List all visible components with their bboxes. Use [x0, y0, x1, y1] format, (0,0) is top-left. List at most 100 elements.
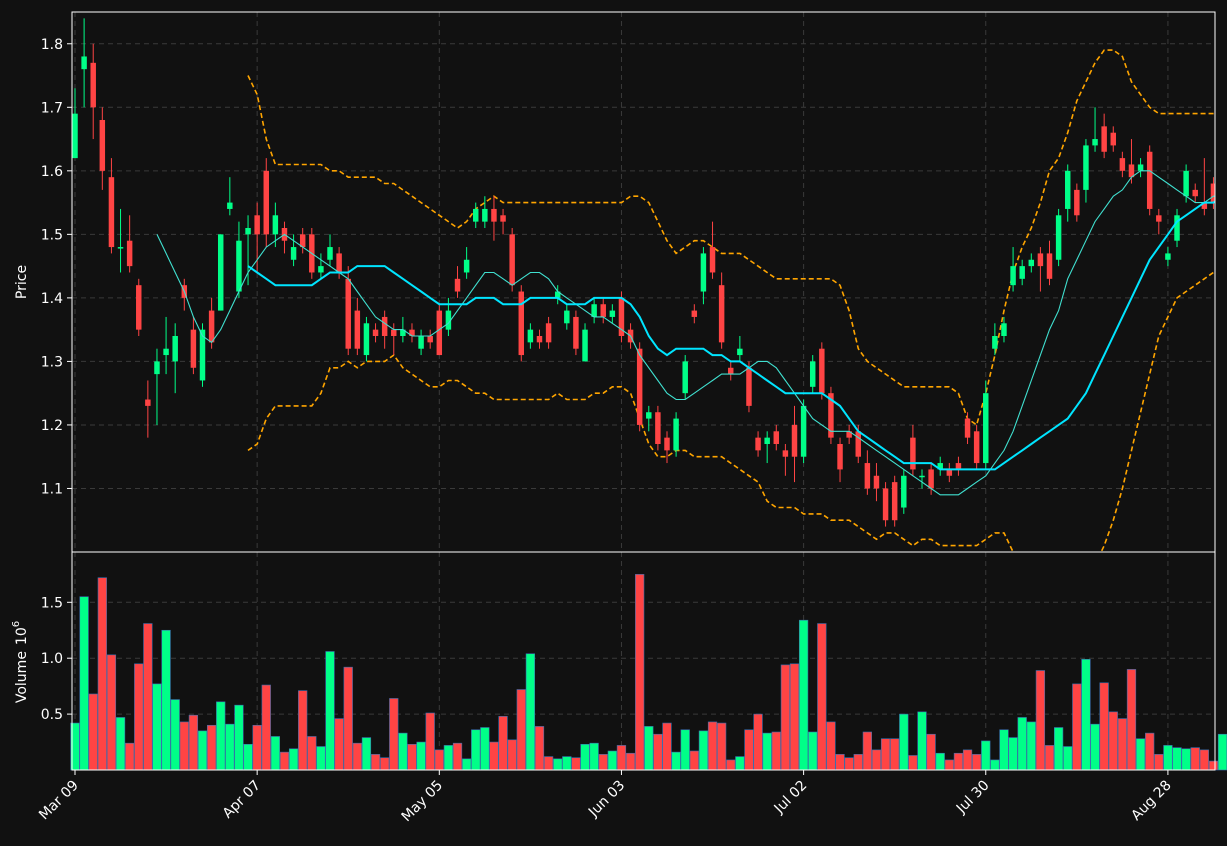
volume-bar [1026, 721, 1036, 771]
candle-body [664, 437, 670, 451]
volume-bar [407, 743, 417, 771]
candle-body [217, 234, 224, 311]
volume-bar [944, 759, 954, 771]
candle-body [354, 310, 361, 349]
volume-bar [635, 574, 645, 771]
candle-body [901, 475, 907, 508]
candle-body [828, 393, 834, 438]
volume-bar [97, 577, 107, 771]
candle-body [1110, 132, 1116, 146]
candle-body [509, 234, 515, 286]
volume-bar [1135, 738, 1146, 771]
volume-bar [170, 699, 180, 771]
candle-body [108, 177, 115, 248]
volume-bar [880, 738, 891, 771]
upper-band-line [247, 49, 1215, 427]
volume-bar [653, 733, 663, 771]
candle-body [400, 329, 406, 336]
candle-body [582, 329, 588, 362]
volume-bar [106, 654, 117, 771]
candle-body [1083, 145, 1089, 190]
candle-body [873, 475, 880, 489]
volume-bar [890, 738, 900, 771]
volume-bar [425, 712, 435, 771]
candle-body [500, 215, 506, 222]
volume-bar [826, 721, 836, 771]
candle-body [646, 412, 652, 419]
candle-body [363, 323, 370, 356]
candle-body [1037, 253, 1044, 267]
candle-body [463, 259, 470, 273]
volume-bar [252, 724, 262, 771]
volume-bar [689, 750, 699, 771]
price-tick-label: 1.7 [41, 100, 63, 116]
candle-body [1092, 139, 1098, 146]
volume-bar [1154, 754, 1164, 771]
volume-tick-label: 1.0 [41, 651, 63, 667]
volume-bar [853, 754, 863, 771]
volume-bar [780, 664, 791, 771]
candle-body [819, 348, 825, 394]
candle-body [227, 202, 233, 209]
volume-bar [1172, 747, 1182, 771]
candle-body [573, 316, 579, 349]
candle-body [564, 310, 570, 324]
volume-bar [1072, 683, 1082, 771]
candle-body [254, 215, 260, 235]
volume-bar [443, 745, 454, 771]
candle-body [1210, 183, 1215, 203]
price-tick-label: 1.2 [41, 418, 63, 434]
candle-body [846, 431, 852, 438]
volume-bar [707, 721, 718, 771]
volume-bar [717, 722, 727, 771]
candle-body [263, 170, 269, 235]
price-tick-label: 1.8 [41, 37, 63, 53]
volume-bar [234, 704, 244, 771]
volume-bar [534, 726, 545, 771]
volume-bar [152, 683, 162, 771]
volume-bar [616, 745, 627, 771]
volume-bar [553, 758, 563, 771]
volume-axis-label-exponent: 6 [11, 621, 22, 627]
volume-bar [243, 743, 253, 771]
volume-bar [580, 743, 590, 771]
candle-body [445, 310, 452, 330]
price-tick-label: 1.1 [41, 481, 63, 497]
volume-bar [789, 663, 800, 771]
candle-body [910, 437, 916, 470]
volume-bar [862, 731, 872, 771]
volume-bar [480, 727, 490, 771]
candle-body [436, 310, 443, 356]
volume-bar [562, 756, 572, 771]
volume-bar [370, 754, 381, 771]
candle-body [655, 412, 661, 444]
volume-bar [817, 623, 827, 771]
candle-body [1128, 164, 1135, 178]
candle-body [682, 361, 688, 394]
candle-body [318, 266, 324, 273]
volume-panel-frame [71, 551, 1216, 771]
candle-body [236, 240, 242, 292]
volume-bar [498, 716, 508, 771]
candle-body [928, 469, 934, 489]
volume-bar [935, 752, 945, 771]
candles [72, 18, 1215, 527]
volume-bar [1190, 747, 1200, 771]
candle-body [773, 431, 780, 444]
volume-bar [316, 746, 326, 771]
candle-body [709, 247, 716, 273]
volume-bar [206, 724, 217, 771]
candle-body [117, 247, 124, 249]
candle-body [1165, 253, 1171, 260]
candle-body [636, 348, 643, 425]
volume-bar [188, 714, 199, 771]
candle-body [864, 463, 871, 489]
candle-body [482, 208, 488, 222]
candle-body [163, 348, 169, 356]
candle-body [372, 329, 379, 336]
volume-bar [452, 742, 463, 771]
volume-bar [279, 751, 290, 771]
candle-body [809, 361, 816, 387]
candle-body [1101, 126, 1107, 152]
